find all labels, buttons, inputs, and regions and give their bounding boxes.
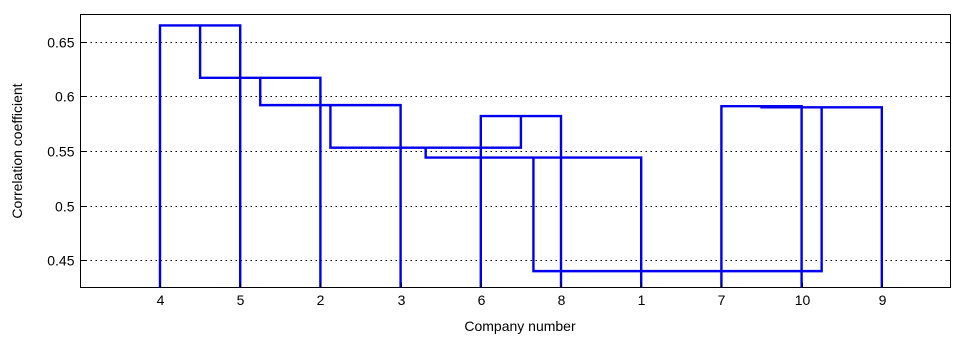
x-tick-label: 8 bbox=[558, 292, 566, 308]
y-axis-title: Correlation coefficient bbox=[9, 83, 25, 218]
x-axis-title: Company number bbox=[464, 318, 576, 334]
x-tick-label: 3 bbox=[398, 292, 406, 308]
grid-lines bbox=[80, 42, 951, 261]
y-tick-label: 0.65 bbox=[47, 35, 74, 51]
x-tick-label: 5 bbox=[237, 292, 245, 308]
x-tick-label: 1 bbox=[638, 292, 646, 308]
x-axis-ticks: 4 5 2 3 6 8 1 7 10 9 bbox=[157, 282, 887, 308]
x-tick-label: 9 bbox=[879, 292, 887, 308]
x-tick-label: 2 bbox=[317, 292, 325, 308]
x-tick-label: 4 bbox=[157, 292, 165, 308]
y-tick-label: 0.55 bbox=[47, 144, 74, 160]
y-tick-label: 0.6 bbox=[55, 89, 75, 105]
y-tick-label: 0.45 bbox=[47, 253, 74, 269]
y-axis-ticks: 0.45 0.5 0.55 0.6 0.65 bbox=[47, 35, 951, 269]
y-tick-label: 0.5 bbox=[55, 199, 75, 215]
x-tick-label: 6 bbox=[478, 292, 486, 308]
x-tick-label: 7 bbox=[718, 292, 726, 308]
x-tick-label: 10 bbox=[795, 292, 811, 308]
dendrogram-links bbox=[158, 24, 883, 288]
dendrogram-link bbox=[532, 107, 823, 273]
dendrogram-link bbox=[198, 25, 322, 288]
dendrogram-link bbox=[329, 105, 523, 149]
